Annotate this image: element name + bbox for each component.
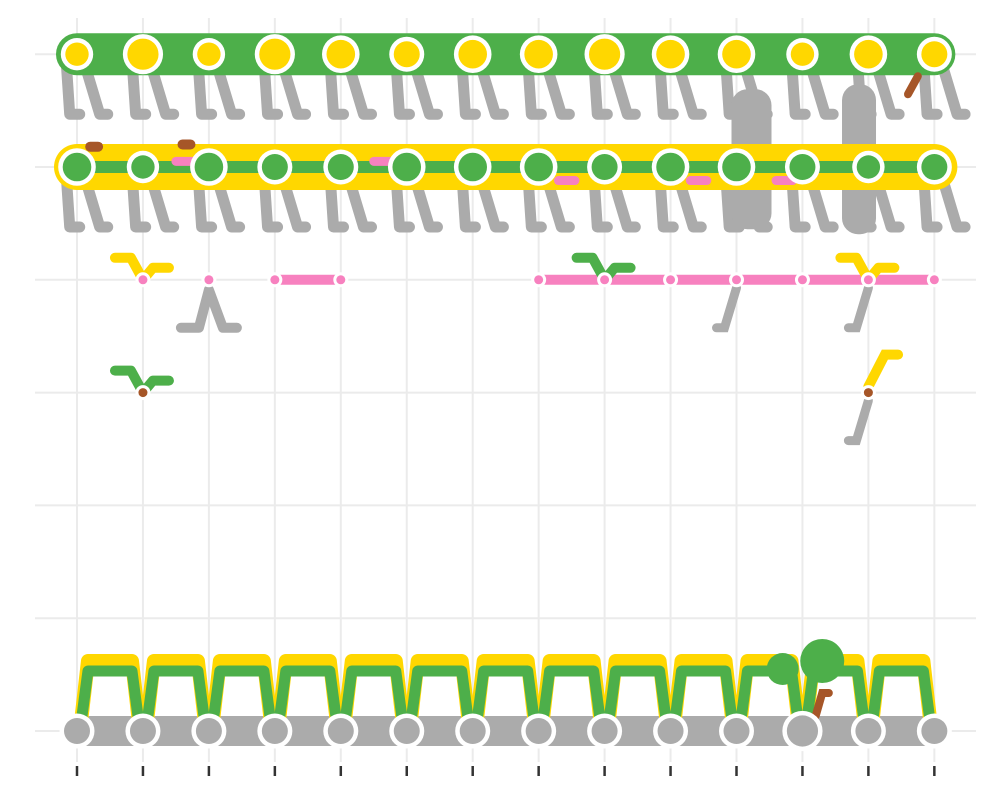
row-6-yellow-nodes-point xyxy=(656,39,685,69)
hanging-grey-leg xyxy=(843,396,873,446)
row-6-brown-twig xyxy=(903,72,922,99)
row-3-brown-nodes-point xyxy=(863,388,873,398)
row-0-sprout-green xyxy=(338,665,410,737)
row-5-green-nodes-point xyxy=(458,152,488,182)
row-6-yellow-nodes-point xyxy=(65,42,89,66)
hanging-grey-leg xyxy=(843,283,873,333)
row-4-pink-nodes-point xyxy=(138,275,148,285)
row-4-pink-nodes-point xyxy=(929,275,939,285)
row-0-grey-nodes-point xyxy=(591,718,618,744)
row-0-grey-nodes-point xyxy=(64,718,90,744)
row-5-green-nodes-point xyxy=(591,154,618,180)
row-5-green-nodes-point xyxy=(194,152,224,182)
row-4-pink-nodes-point xyxy=(336,275,346,285)
row-6-yellow-nodes-point xyxy=(259,38,291,70)
row-6-yellow-nodes-point xyxy=(921,41,948,68)
row-4-pink-nodes-point xyxy=(732,275,741,285)
row-0-sprout-green xyxy=(272,665,344,737)
row-5-green-nodes-point xyxy=(524,152,553,182)
hanging-grey-leg xyxy=(712,283,741,333)
row-4-pink-nodes-point xyxy=(204,275,214,285)
row-0-grey-nodes-point xyxy=(195,718,222,744)
row-6-yellow-nodes-point xyxy=(458,39,488,69)
row-0-sprout-green xyxy=(404,665,476,737)
row-3-brown-nodes-point xyxy=(138,388,148,398)
row-4-pink-nodes-point xyxy=(270,275,280,285)
row-5-green-nodes-point xyxy=(921,154,948,180)
row-0-brown-twig xyxy=(811,689,833,720)
row-0-grey-nodes-point xyxy=(525,718,552,744)
row-0-sprout-green xyxy=(206,665,278,737)
row-3-yellow-stem xyxy=(863,349,904,392)
row-4-pink-nodes-point xyxy=(863,275,873,285)
row-6-yellow-nodes-point xyxy=(854,39,883,69)
row-5-green-nodes-point xyxy=(789,154,816,180)
row-5-green-nodes-point xyxy=(131,155,155,179)
row-6-yellow-nodes-point xyxy=(393,41,420,68)
row-4-pink-nodes-point xyxy=(797,275,807,285)
row-5-green-nodes-point xyxy=(722,152,751,182)
row-0-sprout-green xyxy=(602,665,674,737)
row-6-yellow-nodes-point xyxy=(326,39,356,69)
row-5-green-nodes-point xyxy=(392,152,422,182)
row-0-grey-nodes-point xyxy=(393,718,420,744)
row-0-grey-nodes-point xyxy=(657,718,684,744)
row-6-yellow-nodes-point xyxy=(722,39,751,69)
row-0-sprout-green xyxy=(470,665,542,737)
row-0-grey-nodes-point xyxy=(459,718,486,744)
row-0-grey-nodes-point xyxy=(129,718,156,744)
row-4-pink-nodes-point xyxy=(534,275,544,285)
row-6-yellow-nodes-point xyxy=(127,38,159,70)
row-0-leaf-cluster xyxy=(766,653,799,685)
row-0-sprout-green xyxy=(74,665,146,737)
row-0-sprout-green xyxy=(140,665,212,737)
row-4-grey-legs xyxy=(175,284,242,333)
row-6-yellow-nodes-point xyxy=(589,38,621,70)
row-5-green-nodes-point xyxy=(856,155,881,179)
row-0-leaf-cluster xyxy=(800,639,845,683)
data-points xyxy=(58,34,952,752)
row-0-grey-nodes-point xyxy=(261,718,288,744)
x-axis xyxy=(75,766,936,776)
row-0-grey-nodes-point xyxy=(786,715,819,747)
row-5-green-nodes-point xyxy=(261,154,288,180)
row-0-sprout-green xyxy=(865,665,937,737)
row-0-sprout-green xyxy=(536,665,608,737)
row-5-green-nodes-point xyxy=(62,152,92,182)
row-6-yellow-nodes-point xyxy=(197,42,221,66)
row-5-green-nodes-point xyxy=(327,154,354,180)
row-4-pink-nodes-point xyxy=(666,275,676,285)
row-5-green-nodes-point xyxy=(656,152,685,182)
row-0-grey-nodes-point xyxy=(723,718,750,744)
row-6-yellow-nodes-point xyxy=(524,39,553,69)
row-0-grey-nodes-point xyxy=(327,718,354,744)
row-4-pink-nodes-point xyxy=(600,275,610,285)
row-0-grey-nodes-point xyxy=(921,718,948,744)
row-6-yellow-nodes-point xyxy=(790,42,815,66)
row-0-sprout-green xyxy=(668,665,740,737)
row-0-grey-nodes-point xyxy=(855,718,882,744)
